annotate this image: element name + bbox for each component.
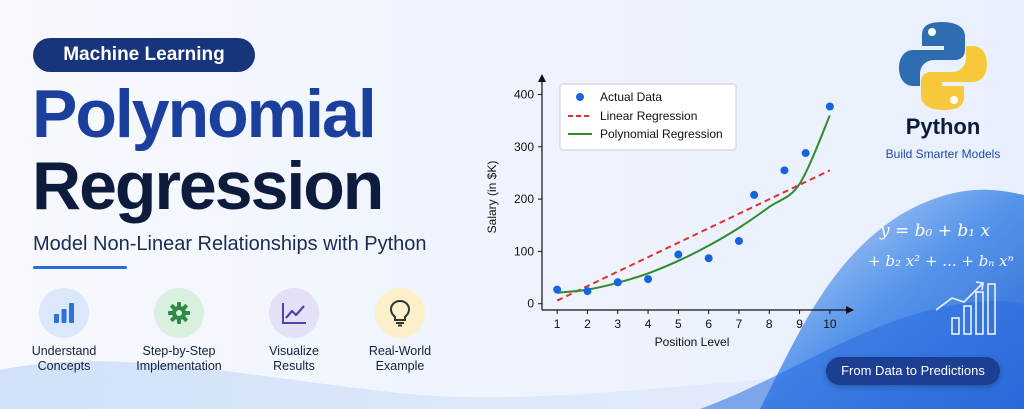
cta-button[interactable]: From Data to Predictions xyxy=(826,357,1000,385)
formula-line-1: y = b₀ + b₁ x xyxy=(879,221,991,241)
lightbulb-icon xyxy=(375,288,425,338)
x-tick-label: 3 xyxy=(614,317,621,331)
feature-label-line2: Example xyxy=(375,359,425,373)
legend-box xyxy=(559,83,737,151)
feature-label-line1: Real-World xyxy=(368,344,432,358)
title-line-1: Polynomial xyxy=(32,76,377,152)
formula-graphic: y = b₀ + b₁ x + b₂ x² + ... + bₙ xⁿ xyxy=(868,221,1014,335)
x-tick-label: 7 xyxy=(736,317,743,331)
data-point xyxy=(704,254,713,263)
python-name: Python xyxy=(905,114,981,139)
feature-real-world: Real-World Example xyxy=(345,288,455,374)
data-point xyxy=(674,250,683,259)
python-logo-icon xyxy=(899,22,987,110)
legend-actual-marker xyxy=(576,93,584,101)
feature-label-line1: Understand xyxy=(31,344,97,358)
legend-poly-label: Polynomial Regression xyxy=(600,127,723,141)
data-point xyxy=(780,166,789,175)
polynomial-regression-curve xyxy=(557,114,831,294)
y-axis-label: Salary (in $K) xyxy=(485,161,499,234)
x-tick-label: 10 xyxy=(823,317,837,331)
y-tick-label: 100 xyxy=(514,244,534,258)
data-point xyxy=(583,287,592,296)
x-tick-label: 8 xyxy=(766,317,773,331)
data-point xyxy=(734,236,743,245)
feature-step-by-step: Step-by-Step Implementation xyxy=(124,288,234,374)
feature-visualize-results: Visualize Results xyxy=(239,288,349,374)
data-point xyxy=(750,190,759,199)
data-point xyxy=(613,278,622,287)
feature-label-line2: Implementation xyxy=(136,359,222,373)
y-tick-label: 0 xyxy=(527,297,534,311)
subtitle-underline xyxy=(33,266,127,269)
feature-label-line2: Results xyxy=(273,359,315,373)
python-tagline: Build Smarter Models xyxy=(885,147,1001,161)
y-tick-label: 200 xyxy=(514,192,534,206)
legend-actual-label: Actual Data xyxy=(600,90,662,104)
data-point xyxy=(801,149,810,158)
data-point xyxy=(553,285,562,294)
title-line-2: Regression xyxy=(32,148,384,224)
growth-bars-icon xyxy=(935,281,996,335)
x-tick-label: 5 xyxy=(675,317,682,331)
x-axis-label: Position Level xyxy=(655,335,730,349)
feature-label-line1: Visualize xyxy=(269,344,319,358)
x-tick-label: 6 xyxy=(705,317,712,331)
feature-label-line2: Concepts xyxy=(37,359,91,373)
feature-understand-concepts: Understand Concepts xyxy=(9,288,119,374)
category-badge: Machine Learning xyxy=(33,38,255,72)
bar-chart-icon xyxy=(39,288,89,338)
formula-line-2: + b₂ x² + ... + bₙ xⁿ xyxy=(868,252,1014,270)
x-tick-label: 9 xyxy=(796,317,803,331)
x-tick-label: 2 xyxy=(584,317,591,331)
y-tick-label: 300 xyxy=(514,140,534,154)
legend-linear-label: Linear Regression xyxy=(600,109,697,123)
line-chart-icon xyxy=(269,288,319,338)
x-axis-arrow xyxy=(846,306,854,314)
y-tick-label: 400 xyxy=(514,87,534,101)
data-point xyxy=(825,102,834,111)
x-tick-label: 4 xyxy=(645,317,652,331)
data-point xyxy=(644,275,653,284)
feature-label-line1: Step-by-Step xyxy=(142,344,216,358)
y-axis-arrow xyxy=(538,74,546,82)
subtitle: Model Non-Linear Relationships with Pyth… xyxy=(33,233,427,255)
gear-icon xyxy=(154,288,204,338)
linear-regression-line xyxy=(556,169,831,302)
x-tick-label: 1 xyxy=(554,317,561,331)
